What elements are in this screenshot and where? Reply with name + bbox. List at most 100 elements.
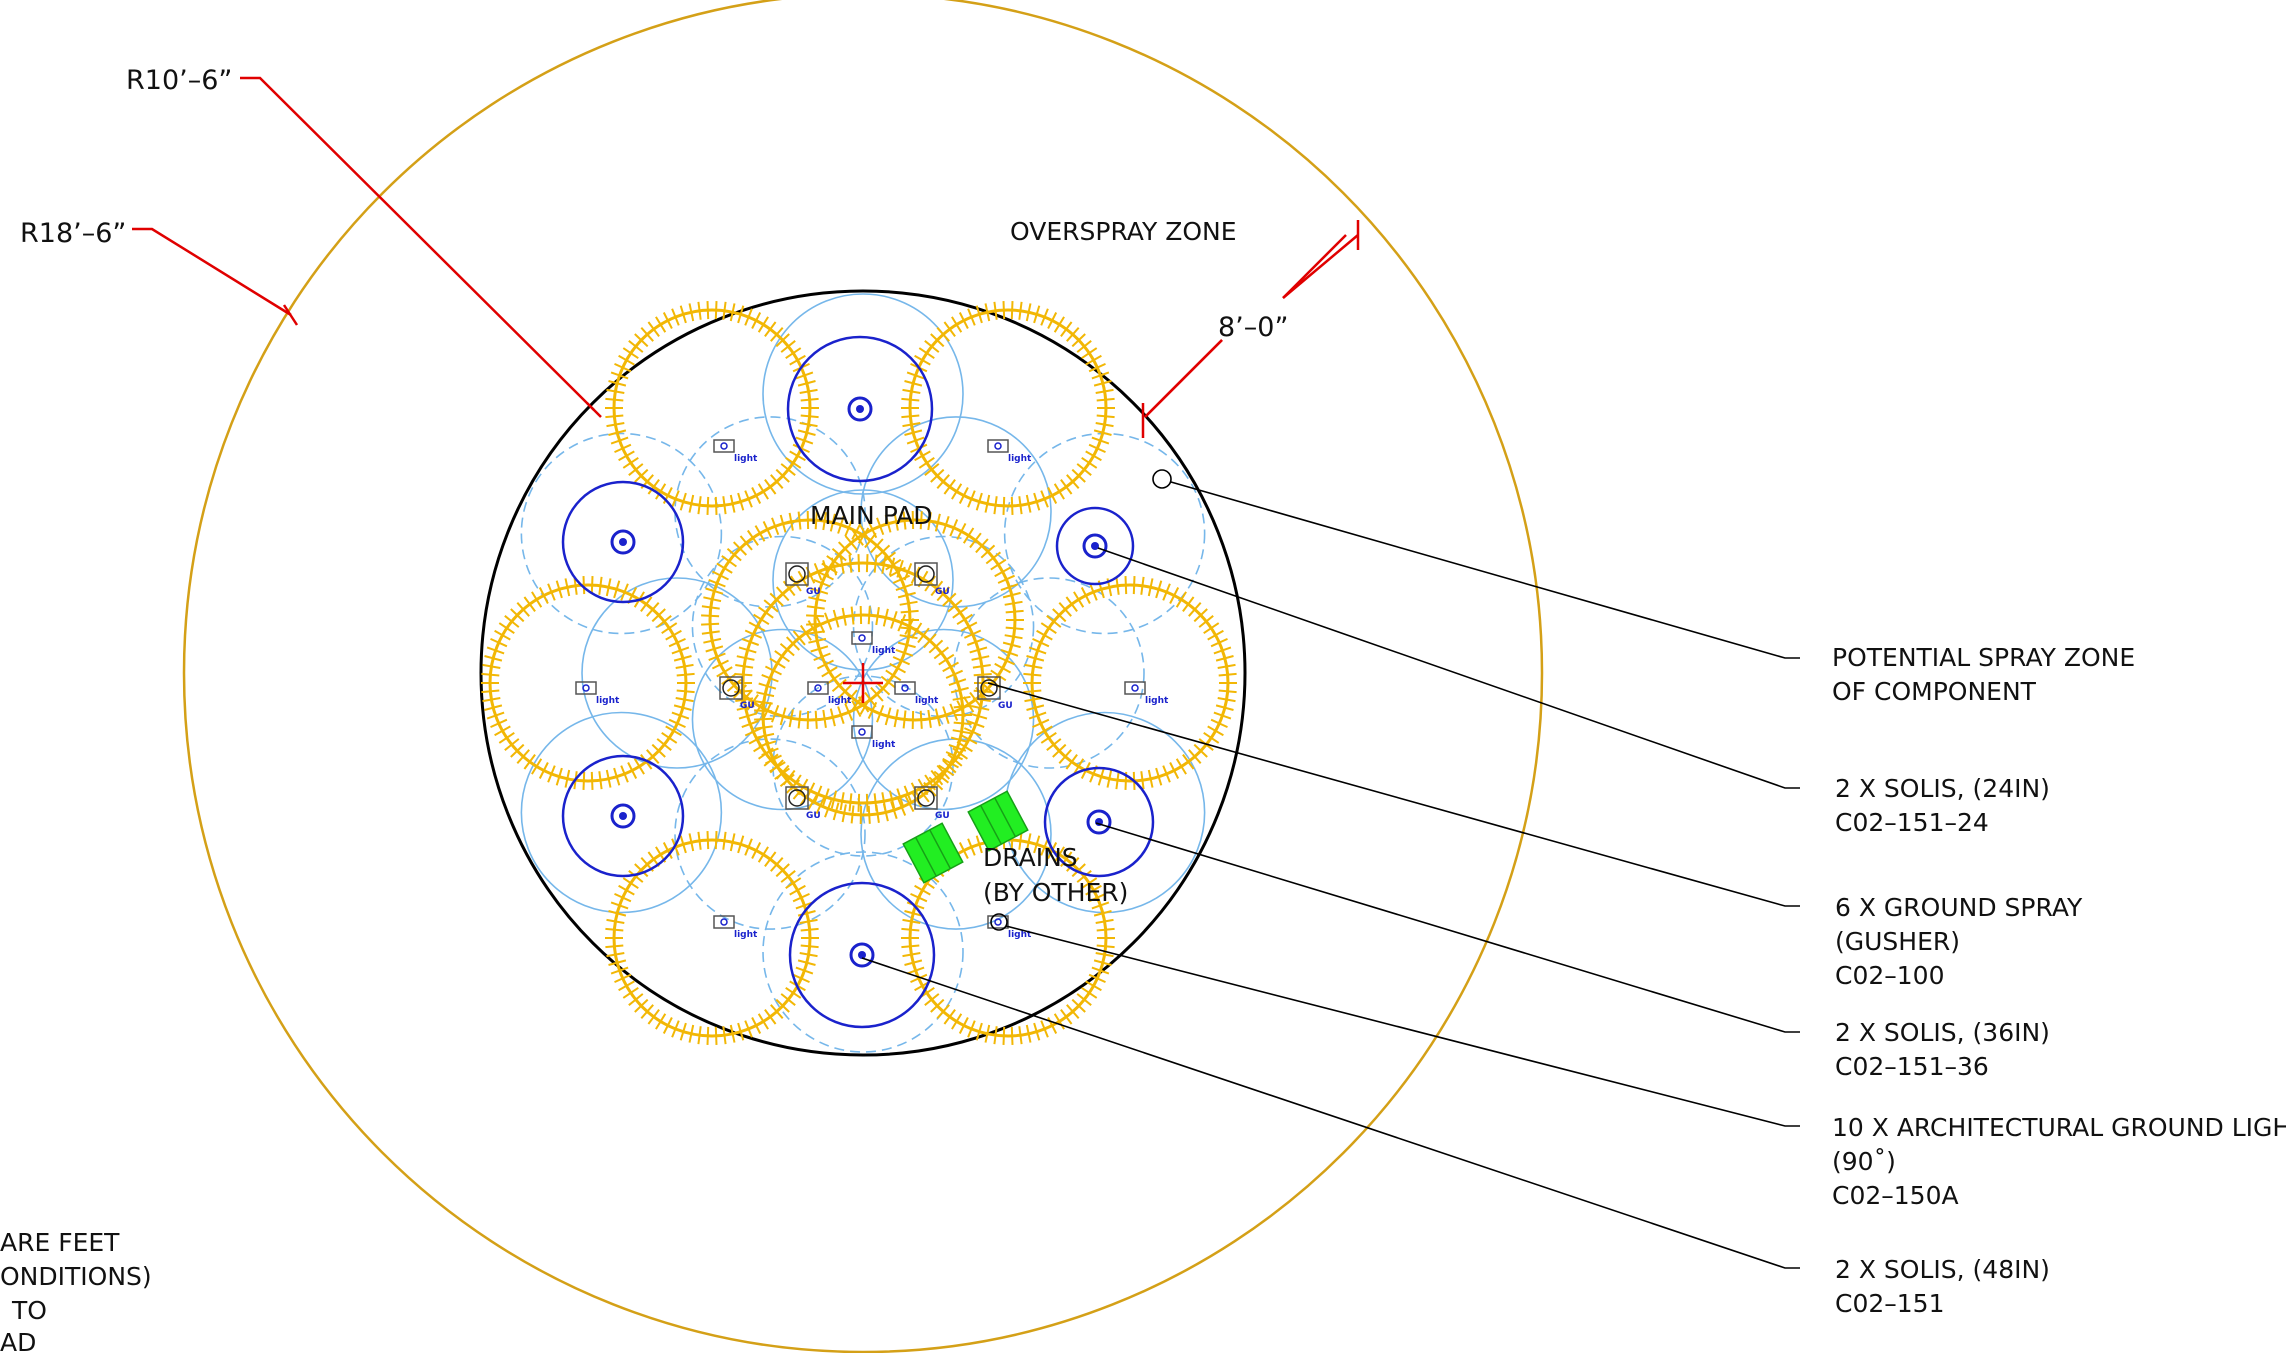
- spray-zone-circle: [852, 535, 1035, 718]
- gusher-symbol: GU: [914, 786, 950, 821]
- ring-teeth: [481, 576, 695, 790]
- gusher-ring: [605, 831, 819, 1045]
- solis-nozzle: [610, 803, 636, 829]
- light-tag: light: [1008, 930, 1032, 940]
- light-symbol: light: [713, 915, 758, 940]
- solis-layer: [561, 335, 1155, 1029]
- gusher-symbol: GU: [719, 676, 755, 711]
- light-lens: [814, 684, 822, 692]
- light-symbol: light: [987, 439, 1032, 464]
- spray-zone-circle: [520, 432, 723, 635]
- light-lens: [720, 918, 728, 926]
- gusher-body: [785, 562, 809, 586]
- solis-nozzle: [610, 529, 636, 555]
- solis-fixture: [1055, 506, 1135, 586]
- drain-symbol: [967, 790, 1029, 852]
- solis-center: [1091, 542, 1099, 550]
- overspray-radius-dimension: R18’–6”: [20, 218, 126, 249]
- gusher-tag: GU: [935, 587, 950, 597]
- gusher-ring: [806, 510, 1024, 730]
- solis-fixture: [786, 335, 934, 483]
- light-tag: light: [1008, 454, 1032, 464]
- light-body: [987, 439, 1009, 453]
- solis-center: [619, 812, 627, 820]
- main-pad-label: MAIN PAD: [810, 501, 933, 530]
- light-body: [713, 915, 735, 929]
- callout-leaders: [861, 469, 1800, 1269]
- solis-outline: [1043, 766, 1155, 878]
- solis-nozzle: [847, 396, 873, 422]
- gusher-nozzle: [917, 565, 935, 583]
- spray-zone-circle: [674, 738, 866, 930]
- gusher-tag: GU: [935, 811, 950, 821]
- gusher-ring: [481, 576, 695, 790]
- dimension-leaders: [132, 76, 1360, 438]
- light-tag: light: [915, 696, 939, 706]
- center-mark: [843, 663, 883, 703]
- light-symbol: light: [894, 681, 939, 706]
- ring-teeth: [1023, 576, 1237, 790]
- ring-teeth: [754, 605, 972, 825]
- light-symbol: light: [807, 681, 852, 706]
- solis-fixture: [788, 881, 936, 1029]
- solis-outline: [1055, 506, 1135, 586]
- gusher-symbol: GU: [977, 676, 1013, 711]
- solis-nozzle: [1082, 533, 1108, 559]
- light-symbol: light: [851, 631, 896, 656]
- light-symbol: light: [1124, 681, 1169, 706]
- ring-circle: [488, 583, 688, 783]
- solis-fixture: [1043, 766, 1155, 878]
- gusher-symbol: GU: [785, 562, 821, 597]
- solis-fixture: [561, 754, 685, 878]
- solis-center: [858, 951, 866, 959]
- ring-teeth: [605, 831, 819, 1045]
- gusher-tag: GU: [740, 701, 755, 711]
- gusher-nozzle: [788, 565, 806, 583]
- solis-center: [619, 538, 627, 546]
- drains-label: DRAINS: [983, 843, 1078, 872]
- ring-circle: [708, 518, 912, 722]
- solis-outline: [561, 754, 685, 878]
- light-tag: light: [734, 454, 758, 464]
- spray-zone-circle: [691, 628, 874, 811]
- ring-circle: [908, 308, 1108, 508]
- callout-solis-24: 2 X SOLIS, (24IN) C02–151–24: [1835, 774, 2058, 837]
- ring-teeth: [701, 510, 919, 730]
- drains-by-other-label: (BY OTHER): [983, 878, 1128, 907]
- callout-solis-48: 2 X SOLIS, (48IN) C02–151: [1835, 1255, 2058, 1318]
- gusher-tag: GU: [806, 587, 821, 597]
- gusher-body: [719, 676, 743, 700]
- pad-radius-dimension: R10’–6”: [126, 65, 232, 96]
- solis-outline: [561, 480, 685, 604]
- spray-zone-circle: [1003, 432, 1206, 635]
- ring-teeth: [901, 301, 1115, 515]
- ring-circle: [761, 613, 965, 817]
- gusher-symbol: GU: [914, 562, 950, 597]
- light-lens: [720, 442, 728, 450]
- gusher-nozzle: [917, 789, 935, 807]
- light-lens: [858, 634, 866, 642]
- light-lens: [858, 728, 866, 736]
- light-body: [807, 681, 829, 695]
- light-body: [1124, 681, 1146, 695]
- light-lens: [994, 918, 1002, 926]
- light-tag: light: [1145, 696, 1169, 706]
- light-body: [987, 915, 1009, 929]
- ring-circle: [612, 308, 812, 508]
- gusher-nozzle: [788, 789, 806, 807]
- gusher-body: [914, 786, 938, 810]
- overspray-zone-label: OVERSPRAY ZONE: [1010, 217, 1237, 246]
- solis-nozzle: [849, 942, 875, 968]
- light-tag: light: [596, 696, 620, 706]
- light-body: [851, 725, 873, 739]
- gusher-body: [977, 676, 1001, 700]
- light-lens: [994, 442, 1002, 450]
- light-tag: light: [828, 696, 852, 706]
- spray-zone-circle: [691, 535, 874, 718]
- side-note: ARE FEET ONDITIONS) TO AD: [0, 1228, 160, 1353]
- light-symbol: light: [575, 681, 620, 706]
- gusher-ring: [754, 605, 972, 825]
- light-tag: light: [872, 740, 896, 750]
- callout-ground-light: 10 X ARCHITECTURAL GROUND LIGHT (90˚) C0…: [1832, 1113, 2286, 1210]
